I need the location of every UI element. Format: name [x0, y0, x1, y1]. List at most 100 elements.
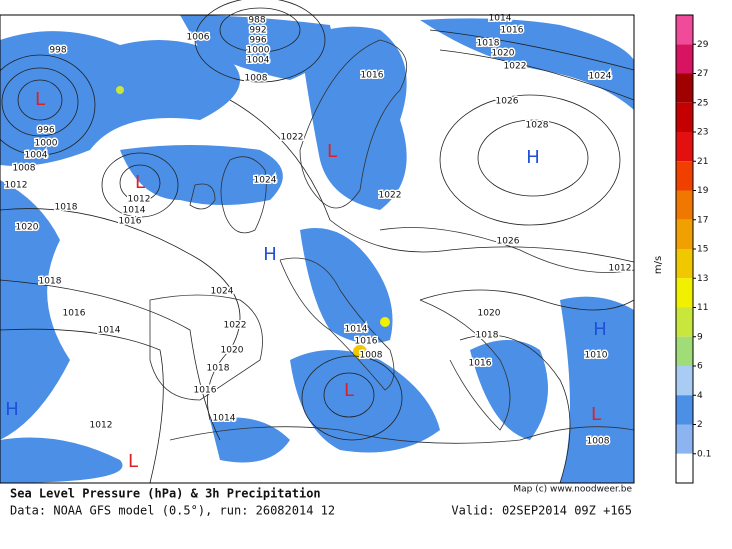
- pressure-center: H: [526, 147, 540, 168]
- precip-area: [560, 296, 634, 483]
- colorbar-segment: [676, 44, 693, 74]
- map-frame: [0, 14, 635, 484]
- pressure-center: L: [591, 404, 601, 425]
- isobar-label: 996: [37, 126, 54, 136]
- isobar: [419, 289, 635, 311]
- precip-area: [180, 15, 332, 80]
- isobar-label: 1024: [589, 72, 612, 82]
- isobar: [477, 119, 589, 197]
- isobar-label: 1008: [245, 74, 268, 84]
- isobar-label: 1020: [221, 346, 244, 356]
- isobar: [229, 99, 635, 263]
- isobar-label: 1024: [211, 287, 234, 297]
- colorbar-segment: [676, 102, 693, 132]
- isobar-label: 998: [49, 46, 66, 56]
- coastline: [279, 257, 395, 391]
- colorbar-segment: [676, 424, 693, 454]
- pressure-center: H: [593, 319, 607, 340]
- colorbar-tick-label: 29: [697, 40, 709, 50]
- colorbar-tick-label: 11: [697, 303, 708, 313]
- isobar-label: 1008: [587, 437, 610, 447]
- pressure-center: L: [128, 451, 138, 472]
- isobar-label: 1026: [496, 97, 519, 107]
- precip-intense: [380, 317, 390, 327]
- pressure-center: L: [344, 380, 354, 401]
- isobar-label: 1004: [25, 151, 48, 161]
- coastline: [379, 227, 635, 273]
- coastline: [169, 426, 635, 444]
- isobar-label: 1020: [16, 223, 39, 233]
- coastlines: [149, 39, 635, 444]
- colorbar-tick-label: 17: [697, 215, 708, 225]
- pressure-center: L: [135, 172, 145, 193]
- isobar: [101, 152, 179, 218]
- isobar: [219, 7, 301, 53]
- precip-area: [210, 417, 290, 463]
- isobar-label: 1020: [492, 49, 515, 59]
- colorbar-segment: [676, 219, 693, 249]
- isobar-label: 1022: [281, 133, 304, 143]
- footer-source: Data: NOAA GFS model (0.5°), run: 260820…: [10, 504, 335, 518]
- isobar: [119, 164, 161, 202]
- coastline: [149, 294, 263, 401]
- isobar-label: 1012: [90, 421, 113, 431]
- colorbar-segment: [676, 307, 693, 337]
- pressure-center: H: [263, 244, 277, 265]
- colorbar-tick-label: 23: [697, 128, 708, 138]
- precip-area: [290, 350, 440, 453]
- isobar-label: 1004: [247, 56, 270, 66]
- isobar-label: 1020: [478, 309, 501, 319]
- isobar: [459, 334, 571, 484]
- isobar-label: 1016: [501, 26, 524, 36]
- map: LLLLLLHHHH998100698899299610001004100810…: [0, 0, 635, 495]
- isobar-label: 1014: [123, 206, 146, 216]
- isobar-label: 1016: [194, 386, 217, 396]
- map-credit: Map (c) www.noodweer.be: [513, 485, 632, 495]
- precip-area: [470, 340, 548, 440]
- colorbar-segment: [676, 453, 693, 483]
- precip-area: [0, 437, 123, 483]
- isobar-label: 1006: [187, 33, 210, 43]
- precip-area: [120, 145, 283, 205]
- isobar: [323, 372, 375, 418]
- isobar: [301, 355, 403, 441]
- isobar: [429, 29, 635, 71]
- isobar-label: 1012: [128, 195, 151, 205]
- precip-intense: [116, 86, 124, 94]
- colorbar-segment: [676, 366, 693, 396]
- isobar-label: 1016: [469, 359, 492, 369]
- colorbar-segment: [676, 190, 693, 220]
- colorbar-tick-label: 0.1: [697, 449, 711, 459]
- precip-area: [420, 18, 634, 110]
- colorbar-tick-label: 25: [697, 98, 708, 108]
- colorbar-unit: m/s: [653, 256, 664, 274]
- colorbar-segment: [676, 73, 693, 103]
- colorbar-segment: [676, 15, 693, 45]
- isobar-label: 1016: [355, 337, 378, 347]
- isobar-label: 1012: [609, 264, 632, 274]
- pressure-center: L: [327, 141, 337, 162]
- isobar-label: 992: [249, 26, 266, 36]
- colorbar-tick-label: 27: [697, 69, 708, 79]
- colorbar-segment: [676, 395, 693, 425]
- colorbar-tick-label: 9: [697, 332, 703, 342]
- coastline: [189, 183, 216, 210]
- isobar-label: 1022: [379, 191, 402, 201]
- isobar-label: 1014: [213, 414, 236, 424]
- isobar-label: 1022: [224, 321, 247, 331]
- colorbar-tick-label: 2: [697, 420, 703, 430]
- isobar: [17, 79, 63, 121]
- isobar-label: 1018: [39, 277, 62, 287]
- coastline: [419, 299, 511, 431]
- colorbar: m/s 29 27 25 23 21 19 17 15 13 11 9 6 4 2 0.1: [653, 14, 711, 484]
- colorbar-tick-label: 19: [697, 186, 709, 196]
- isobar: [439, 49, 635, 101]
- colorbar-tick-label: 13: [697, 274, 708, 284]
- colorbar-segment: [676, 161, 693, 191]
- footer-title: Sea Level Pressure (hPa) & 3h Precipitat…: [10, 487, 321, 501]
- isobar-label: 1008: [360, 351, 383, 361]
- precip-area: [0, 180, 70, 440]
- isobar-label: 1018: [476, 331, 499, 341]
